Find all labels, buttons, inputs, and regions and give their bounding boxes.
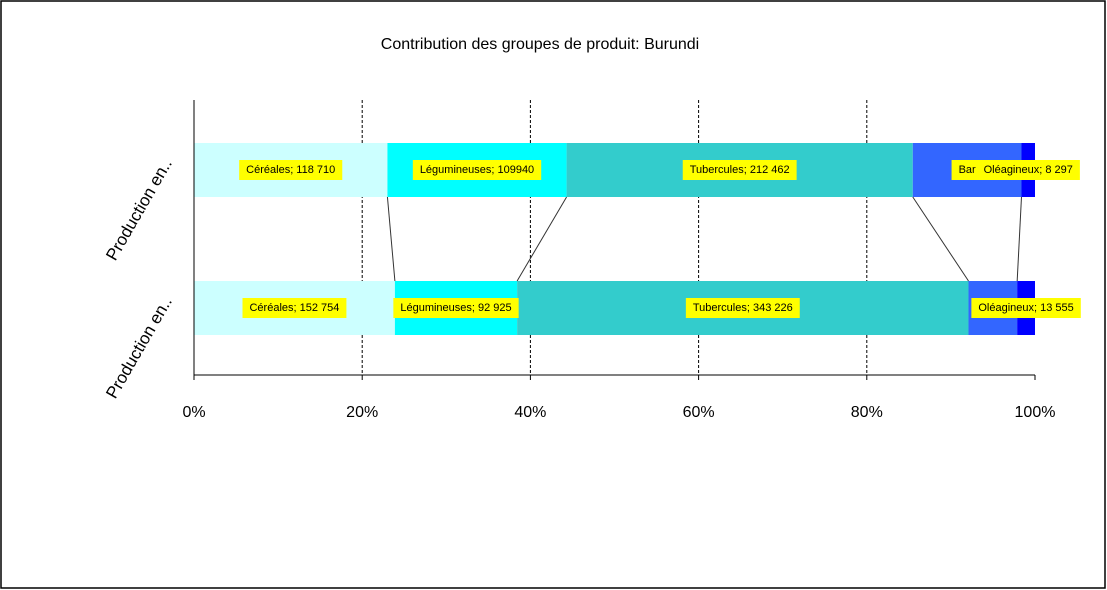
data-label: Légumineuses; 109940 bbox=[412, 160, 542, 180]
series-line bbox=[912, 196, 969, 282]
data-label-text: Légumineuses; 92 925 bbox=[400, 302, 511, 314]
label-box bbox=[242, 298, 347, 318]
data-label: Légumineuses; 92 925 bbox=[393, 298, 519, 318]
x-tick-label: 40% bbox=[514, 404, 546, 421]
data-label-text: Oléagineux; 13 555 bbox=[978, 302, 1073, 314]
data-label: Bar bbox=[951, 160, 983, 180]
series-line bbox=[1016, 196, 1022, 282]
series-line bbox=[516, 196, 568, 282]
data-label: Oléagineux; 13 555 bbox=[971, 298, 1081, 318]
data-label: Céréales; 118 710 bbox=[239, 160, 343, 180]
data-label-text: Oléagineux; 8 297 bbox=[984, 164, 1073, 176]
series-line bbox=[386, 196, 396, 282]
label-box bbox=[685, 298, 800, 318]
label-box bbox=[393, 298, 519, 318]
data-label: Céréales; 152 754 bbox=[242, 298, 347, 318]
label-box bbox=[976, 160, 1080, 180]
label-box bbox=[239, 160, 343, 180]
label-box bbox=[951, 160, 983, 180]
data-label-text: Tubercules; 212 462 bbox=[690, 164, 790, 176]
x-tick-label: 60% bbox=[683, 404, 715, 421]
x-tick-label: 100% bbox=[1015, 404, 1056, 421]
data-label: Oléagineux; 8 297 bbox=[976, 160, 1080, 180]
data-label-text: Tubercules; 343 226 bbox=[693, 302, 793, 314]
data-label-text: Légumineuses; 109940 bbox=[420, 164, 534, 176]
label-box bbox=[682, 160, 797, 180]
data-label-text: Céréales; 118 710 bbox=[246, 164, 335, 176]
x-tick-label: 0% bbox=[182, 404, 205, 421]
x-tick-label: 80% bbox=[851, 404, 883, 421]
label-box bbox=[971, 298, 1081, 318]
data-label-text: Bar bbox=[959, 164, 976, 176]
label-box bbox=[412, 160, 542, 180]
x-tick-label: 20% bbox=[346, 404, 378, 421]
chart-title: Contribution des groupes de produit: Bur… bbox=[381, 36, 699, 53]
data-label: Tubercules; 343 226 bbox=[685, 298, 800, 318]
data-label-text: Céréales; 152 754 bbox=[249, 302, 339, 314]
data-label: Tubercules; 212 462 bbox=[682, 160, 797, 180]
